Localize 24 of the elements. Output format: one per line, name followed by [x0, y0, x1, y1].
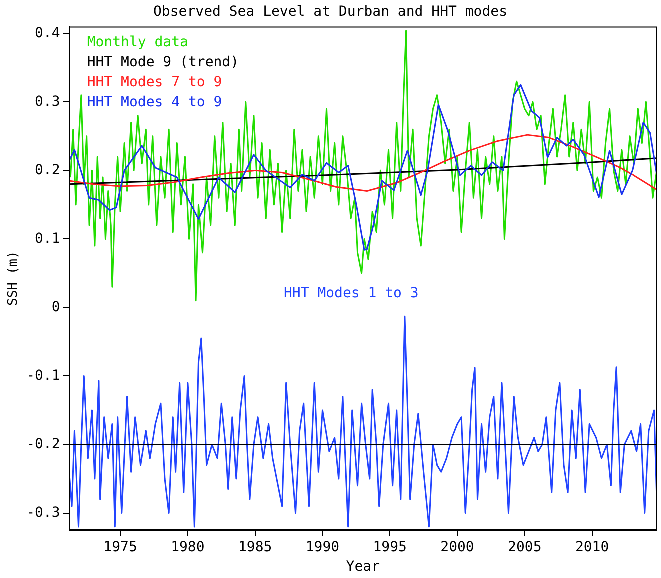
x-tick-label: 2010 — [575, 539, 610, 556]
x-tick-label: 2005 — [508, 539, 542, 556]
y-tick-label: 0 — [52, 299, 60, 316]
y-tick-label: 0.4 — [35, 25, 60, 42]
text: Monthly data — [87, 34, 188, 50]
y-axis-title: SSH (m) — [6, 251, 22, 306]
y-tick-label: 0.1 — [35, 230, 60, 247]
x-tick-label: 1980 — [171, 539, 205, 556]
text: HHT Mode 9 (trend) — [87, 54, 240, 70]
text: HHT Modes 7 to 9 — [87, 74, 222, 90]
series-label: HHT Modes 1 to 3 — [284, 285, 419, 302]
y-tick-label: 0.3 — [35, 94, 60, 110]
x-tick-label: 2000 — [440, 539, 474, 556]
y-tick-label: -0.1 — [26, 368, 60, 384]
chart-title: Observed Sea Level at Durban and HHT modes — [153, 4, 508, 20]
x-axis-title: Year — [346, 559, 380, 576]
y-tick-label: -0.3 — [26, 504, 60, 521]
y-tick-label: 0.2 — [35, 162, 60, 178]
y-tick-label: -0.2 — [26, 436, 60, 452]
x-tick-label: 1995 — [373, 539, 407, 556]
x-tick-label: 1985 — [238, 539, 272, 556]
x-tick-label: 1990 — [306, 539, 340, 556]
x-tick-label: 1975 — [104, 539, 138, 556]
text: HHT Modes 4 to 9 — [87, 94, 222, 110]
